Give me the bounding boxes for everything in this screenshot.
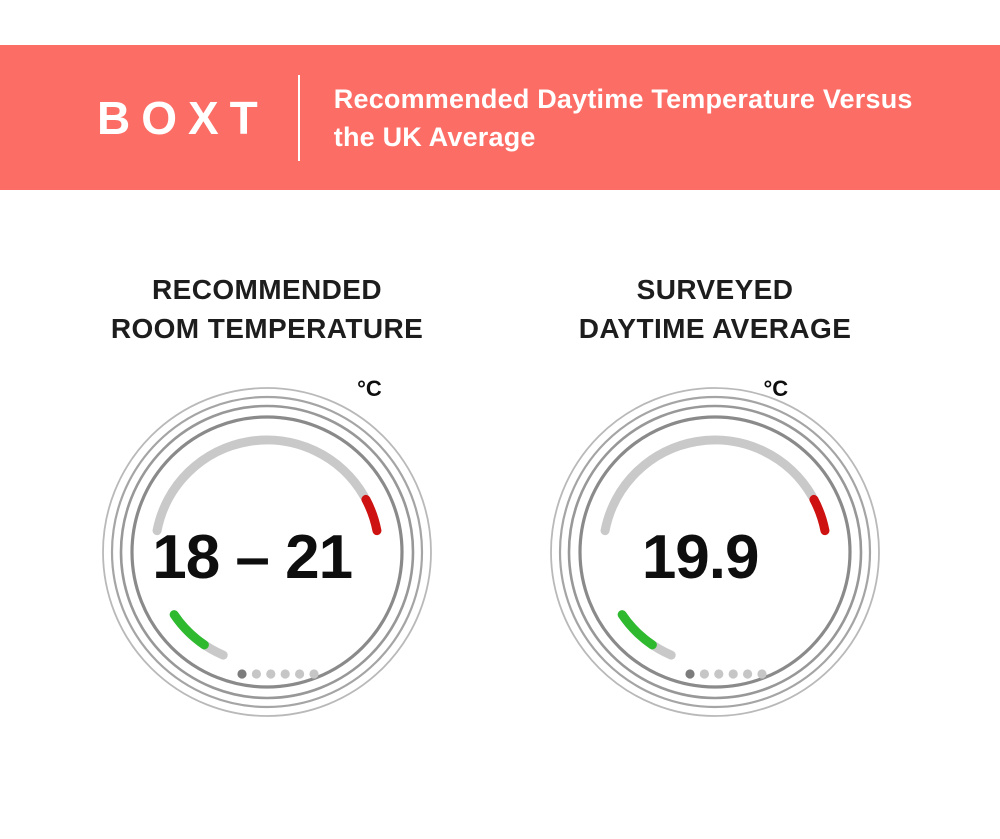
- header-band: BOXT Recommended Daytime Temperature Ver…: [0, 45, 1000, 190]
- thermostat-dial-recommended: 18 – 21 °C: [97, 378, 437, 722]
- boxt-logo: BOXT: [97, 91, 269, 144]
- gauge-surveyed-heading-line1: SURVEYED: [636, 274, 794, 305]
- header-title-line2: the UK Average: [333, 121, 536, 152]
- gauge-recommended-heading-line2: ROOM TEMPERATURE: [110, 313, 424, 344]
- gauge-surveyed-heading-line2: DAYTIME AVERAGE: [578, 313, 852, 344]
- header-divider-line: [297, 74, 300, 161]
- thermostat-dial-rings-gauge: [550, 387, 880, 717]
- header-title: Recommended Daytime Temperature Versus t…: [334, 80, 913, 156]
- gauge-recommended-heading-line1: RECOMMENDED: [152, 274, 382, 305]
- gauge-recommended-heading: RECOMMENDED ROOM TEMPERATURE: [97, 270, 437, 348]
- header-title-line1: Recommended Daytime Temperature Versus: [333, 83, 913, 114]
- thermostat-dial-surveyed: 19.9 °C: [545, 378, 885, 722]
- thermostat-dial-rings-gauge: [102, 387, 432, 717]
- gauge-surveyed-column: SURVEYED DAYTIME AVERAGE 19.9 °C: [545, 270, 885, 730]
- gauge-recommended-column: RECOMMENDED ROOM TEMPERATURE 18 – 21 °C: [97, 270, 437, 730]
- gauge-surveyed-heading: SURVEYED DAYTIME AVERAGE: [545, 270, 885, 348]
